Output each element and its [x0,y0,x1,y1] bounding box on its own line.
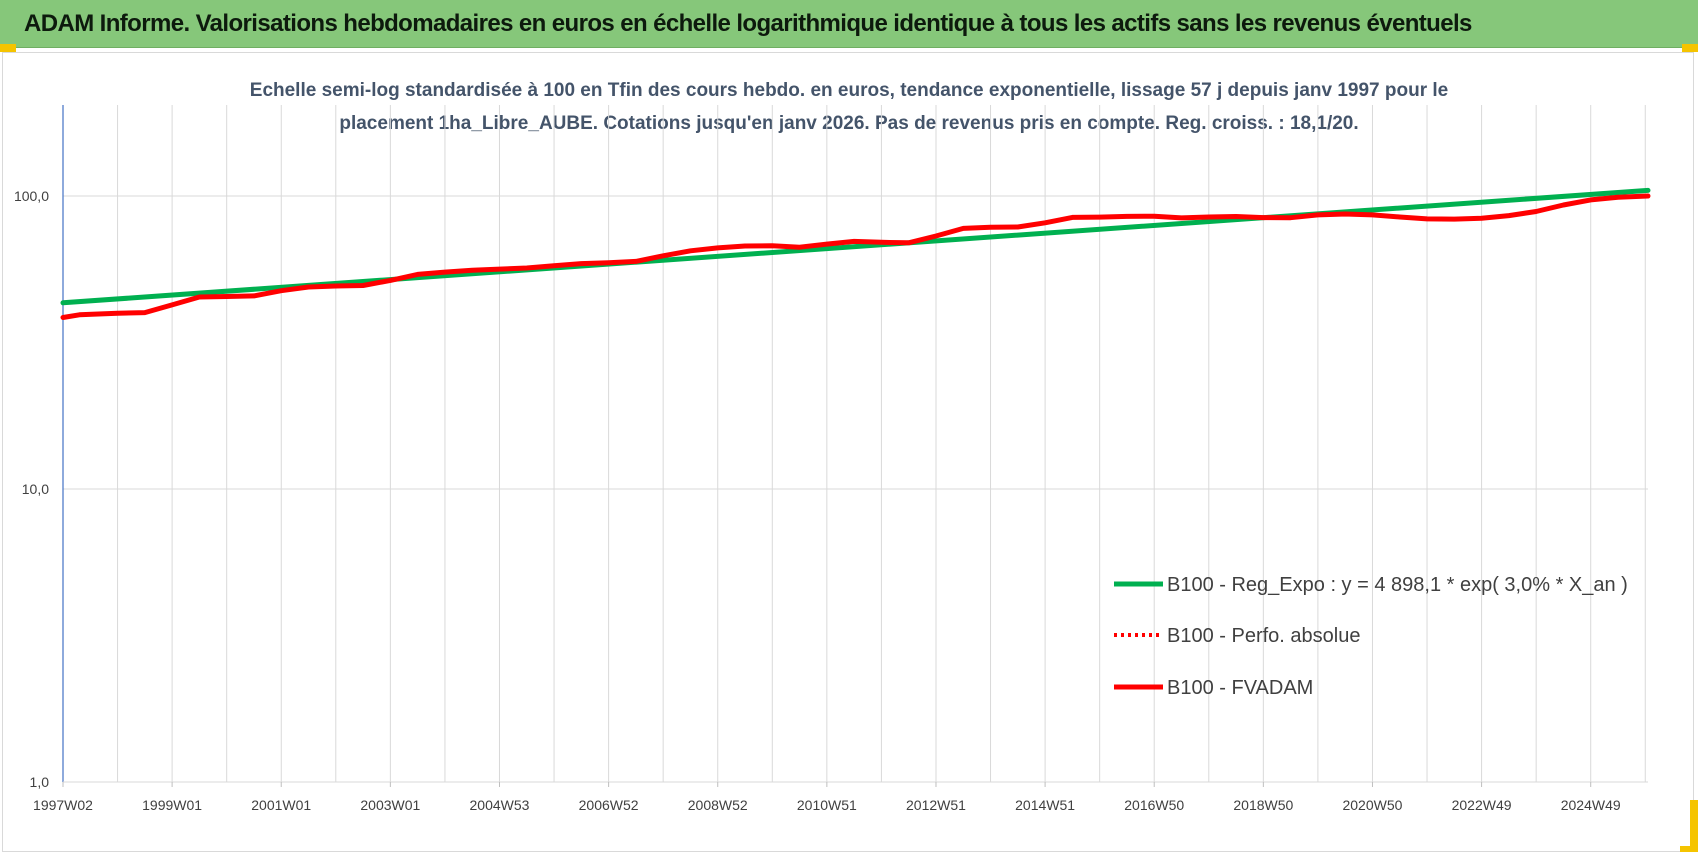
corner-mark-bottom-right [1680,846,1698,852]
legend-label-trend: B100 - Reg_Expo : y = 4 898,1 * exp( 3,0… [1167,574,1628,596]
header-bar: ADAM Informe. Valorisations hebdomadaire… [0,0,1698,48]
x-tick-label: 2008W52 [688,797,748,813]
corner-mark-right [1690,800,1698,846]
corner-mark-top-right [1682,44,1698,52]
chart-frame [2,52,1694,852]
x-tick-label: 2020W50 [1342,797,1402,813]
y-tick-label: 10,0 [22,481,49,497]
x-tick-label: 2014W51 [1015,797,1075,813]
legend-label-perfo: B100 - Perfo. absolue [1167,625,1360,647]
x-tick-label: 2012W51 [906,797,966,813]
chart-subtitle-line-2: placement 1ha_Libre_AUBE. Cotations jusq… [339,113,1358,134]
x-tick-label: 2001W01 [251,797,311,813]
x-tick-label: 2010W51 [797,797,857,813]
legend-label-fvadam: B100 - FVADAM [1167,677,1313,699]
chart-subtitle-line-1: Echelle semi-log standardisée à 100 en T… [250,80,1448,101]
x-tick-label: 2022W49 [1452,797,1512,813]
x-tick-label: 1997W02 [33,797,93,813]
y-tick-label: 1,0 [30,774,50,790]
x-tick-label: 2018W50 [1233,797,1293,813]
y-tick-label: 100,0 [14,188,49,204]
x-tick-label: 2016W50 [1124,797,1184,813]
x-tick-label: 1999W01 [142,797,202,813]
series-line-fvadam [60,193,1651,320]
axes: 1,0 10,0 100,0 1997W02 1999W01 2001W01 2003W01… [14,105,1648,813]
x-tick-label: 2024W49 [1561,797,1621,813]
gridlines [62,105,1648,783]
page-title: ADAM Informe. Valorisations hebdomadaire… [24,10,1472,37]
x-tick-label: 2006W52 [579,797,639,813]
x-tick-label: 2004W53 [470,797,530,813]
legend: B100 - Reg_Expo : y = 4 898,1 * exp( 3,0… [1114,574,1628,699]
series-lines [60,187,1651,320]
corner-mark-top-left [0,44,16,52]
x-tick-label: 2003W01 [360,797,420,813]
